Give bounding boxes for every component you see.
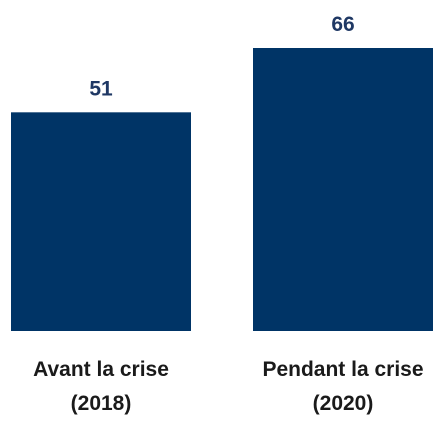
value-labels-group: 51 66 xyxy=(89,13,354,100)
category-label-2-line-1: Pendant la crise xyxy=(262,358,423,381)
bar-2 xyxy=(253,48,433,331)
bars-group xyxy=(11,48,433,332)
category-label-1-line-2: (2018) xyxy=(71,392,132,415)
category-labels-group: Avant la crise (2018) Pendant la crise (202… xyxy=(33,358,423,415)
value-label-1: 51 xyxy=(89,77,113,100)
bar-1 xyxy=(11,112,191,332)
value-label-2: 66 xyxy=(331,13,354,36)
category-label-2-line-2: (2020) xyxy=(313,392,374,415)
category-label-1-line-1: Avant la crise xyxy=(33,358,169,381)
